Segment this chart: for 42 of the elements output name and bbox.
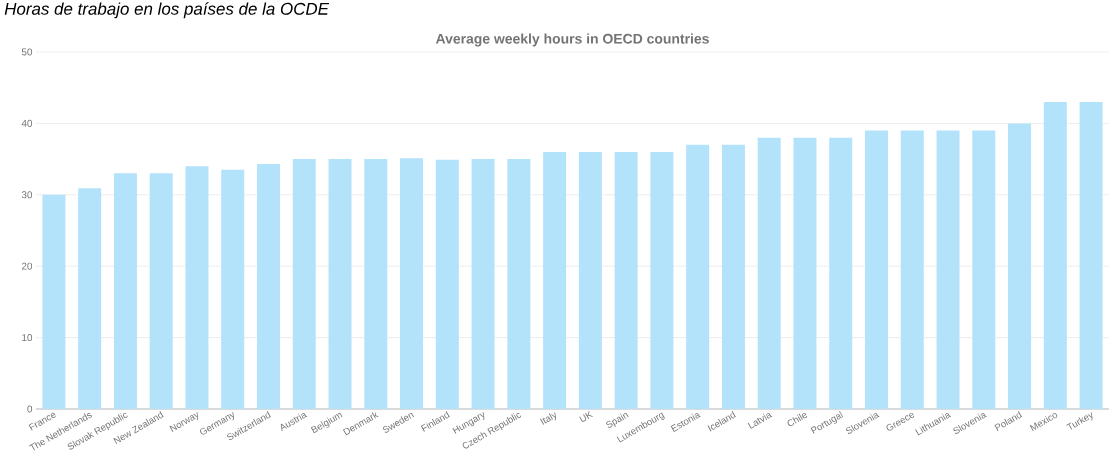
bar [435,159,459,409]
bar [614,151,638,409]
bar [1043,101,1067,409]
bar [900,130,924,409]
bar [471,159,495,409]
text: Horas de trabajo en los países de la OCDE [4,2,330,19]
x-tick-label: Chile [787,413,807,427]
chart-title: Average weekly hours in OECD countries [435,33,709,47]
bar [78,188,102,409]
bar [936,130,960,409]
bar [578,151,602,409]
bar [292,159,316,409]
bar [400,158,424,409]
bar [829,137,853,409]
bar [543,151,567,409]
bar [686,144,710,409]
bar [364,159,388,409]
bar [972,130,996,409]
bar [1079,101,1103,409]
bar [650,151,674,409]
y-tick-label: 0 [27,405,33,413]
bar [793,137,817,409]
bar [149,173,173,409]
bar [507,159,531,409]
y-tick-label: 10 [22,334,33,342]
bar [185,166,209,409]
bar [721,144,745,409]
x-tick-label: Latvia [747,413,773,429]
bar [113,173,137,409]
y-tick-label: 50 [21,48,33,56]
x-tick-label: UK [579,410,594,422]
bar [42,194,66,409]
y-tick-label: 40 [21,119,33,127]
bar [864,130,888,409]
bar [1008,123,1032,409]
bar [221,169,245,409]
y-tick-label: 20 [21,262,33,270]
bar [328,159,352,409]
x-tick-label: Italy [540,412,557,425]
y-tick-label: 30 [21,191,33,199]
bar [256,164,280,409]
bar [757,137,781,409]
